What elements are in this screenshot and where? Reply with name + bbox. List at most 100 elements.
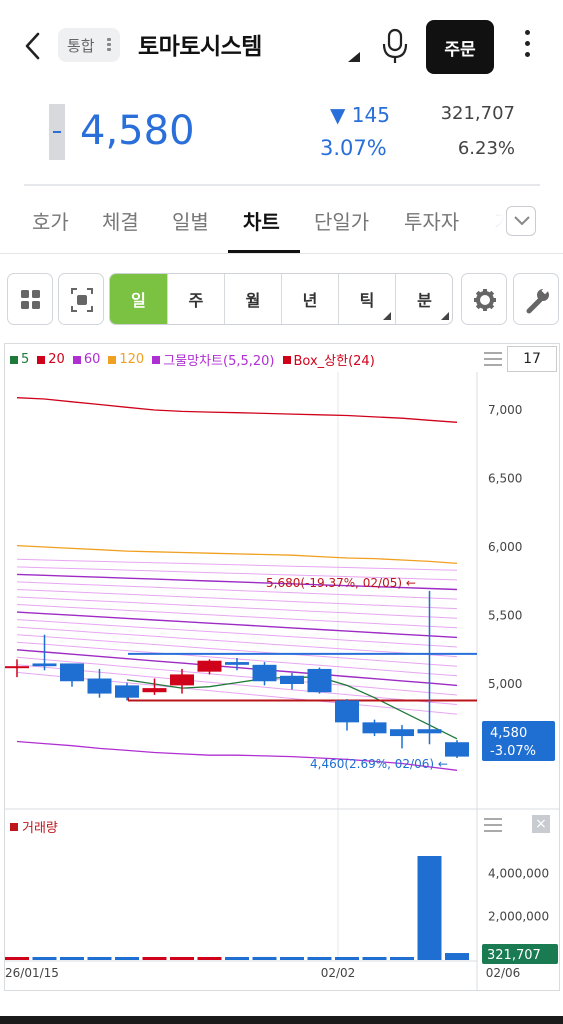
current-price: 4,580	[80, 108, 195, 154]
period-minute[interactable]: 분	[395, 274, 452, 324]
tab-chart[interactable]: 차트	[243, 210, 280, 234]
net-chart-line	[16, 626, 458, 658]
period-tick[interactable]: 틱	[338, 274, 395, 324]
order-button[interactable]: 주문	[426, 20, 494, 74]
net-chart-line	[16, 596, 458, 619]
volume-pane-menu-icon[interactable]	[484, 818, 502, 832]
volume-bar	[417, 856, 442, 960]
net-chart-line	[16, 581, 458, 600]
legend-net-chart: 그물망차트(5,5,20)	[152, 350, 275, 369]
candle-body	[197, 660, 222, 672]
layout-grid-button[interactable]	[7, 273, 53, 325]
candle-body	[142, 688, 167, 693]
tab-investor[interactable]: 투자자	[404, 210, 460, 234]
period-month[interactable]: 월	[224, 274, 281, 324]
candle-body	[307, 668, 332, 693]
system-nav-bar	[0, 1016, 563, 1024]
legend-ma60: 60	[72, 352, 101, 367]
candle-body	[252, 664, 277, 682]
chevron-down-icon	[514, 216, 530, 226]
candle-body	[417, 729, 442, 734]
volume-bar	[252, 956, 277, 960]
price-change-percent: 3.07%	[320, 136, 387, 160]
volume-bar	[362, 957, 387, 960]
period-tick-label: 틱	[359, 291, 375, 310]
price-tick-label: 5,500	[488, 609, 522, 623]
last-volume-badge	[482, 944, 558, 964]
back-arrow-icon[interactable]	[18, 28, 48, 64]
period-day[interactable]: 일	[110, 274, 167, 324]
volume-legend-label: 거래량	[22, 821, 58, 836]
fullscreen-icon	[71, 288, 93, 312]
stock-name[interactable]: 토마토시스템	[138, 34, 262, 60]
candle-body	[5, 666, 29, 669]
candle-body	[225, 662, 249, 665]
period-day-label: 일	[131, 291, 146, 310]
legend-ma60-label: 60	[83, 352, 101, 367]
divider	[24, 184, 540, 186]
legend-ma20: 20	[37, 352, 65, 367]
volume-bar	[5, 957, 29, 960]
legend-ma20-label: 20	[48, 352, 65, 367]
tab-single-price[interactable]: 단일가	[314, 210, 370, 234]
chart-settings-button[interactable]	[461, 273, 507, 325]
ma120-line	[16, 544, 458, 565]
legend-box-upper-label: Box_상한(24)	[293, 354, 375, 369]
chart-container[interactable]	[4, 343, 560, 991]
candle-body	[362, 722, 387, 734]
net-chart-line	[16, 611, 458, 639]
reorder-dots-icon	[107, 38, 111, 52]
period-week[interactable]: 주	[167, 274, 224, 324]
net-chart-line	[16, 656, 458, 696]
low-annotation: 4,460(2.69%, 02/06) ←	[310, 757, 448, 771]
tab-orderbook[interactable]: 호가	[32, 210, 69, 234]
fullscreen-button[interactable]	[58, 273, 104, 325]
price-position-marker	[49, 104, 65, 160]
volume-bar	[445, 953, 469, 960]
date-tick-label: 02/06	[486, 966, 521, 980]
indicator-legend[interactable]: 5 20 60 120 그물망차트(5,5,20) Box_상한(24)	[10, 350, 375, 369]
volume-legend: 거래량	[10, 817, 58, 836]
volume-bar	[335, 957, 359, 960]
candle-body	[115, 685, 139, 698]
tab-expand-button[interactable]	[506, 206, 536, 236]
candle-body	[335, 700, 359, 723]
wrench-icon	[526, 286, 550, 314]
candle-body	[390, 729, 414, 737]
net-chart-line	[16, 634, 458, 667]
high-annotation: 5,680(-19.37%, 02/05) ←	[266, 576, 416, 590]
volume-bar	[32, 957, 57, 960]
period-year[interactable]: 년	[281, 274, 338, 324]
volume-bar	[197, 957, 222, 960]
visible-count-field[interactable]: 17	[507, 346, 557, 372]
ma60-line	[16, 740, 458, 771]
microphone-icon[interactable]	[378, 26, 412, 66]
trading-volume: 321,707	[440, 103, 515, 124]
volume-tick-label: 2,000,000	[488, 910, 549, 924]
volume-bar	[87, 957, 112, 960]
chart-tools-button[interactable]	[513, 273, 559, 325]
scope-label: 통합	[67, 36, 95, 55]
last-volume-label: 321,707	[487, 948, 541, 963]
net-chart-line	[16, 589, 458, 610]
tab-daily[interactable]: 일별	[172, 210, 209, 234]
net-chart-line	[16, 573, 458, 591]
candle-body	[60, 663, 84, 682]
volume-bar	[170, 957, 194, 960]
volume-bar	[307, 957, 332, 960]
price-tick-label: 6,500	[488, 472, 522, 486]
volume-bar	[142, 957, 167, 960]
scope-selector-button[interactable]: 통합	[58, 28, 120, 62]
more-options-icon[interactable]	[522, 30, 532, 62]
volume-tick-label: 4,000,000	[488, 866, 549, 880]
stock-dropdown-icon[interactable]	[348, 52, 360, 62]
close-pane-icon[interactable]: ×	[532, 815, 550, 833]
price-pane-menu-icon[interactable]	[484, 352, 502, 366]
app-header: 통합 토마토시스템 주문	[0, 0, 563, 92]
net-chart-line	[16, 664, 458, 705]
last-price-badge	[482, 721, 555, 761]
volume-bar	[225, 957, 249, 960]
net-chart-line	[16, 619, 458, 648]
tab-trades[interactable]: 체결	[102, 210, 139, 234]
detail-tabs: 호가 체결 일별 차트 단일가 투자자 기	[0, 188, 563, 254]
